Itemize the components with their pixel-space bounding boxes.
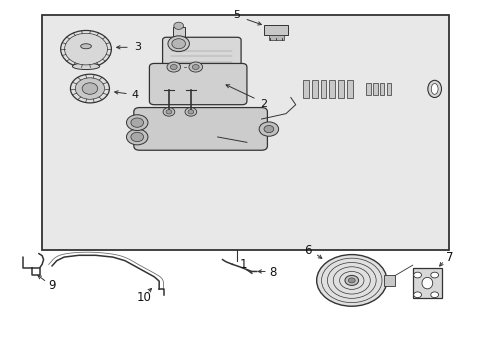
Text: 7: 7 [445,251,452,264]
Ellipse shape [72,63,100,69]
Text: 5: 5 [233,10,240,20]
Circle shape [413,272,421,278]
Bar [337,80,343,98]
Circle shape [430,272,438,278]
Circle shape [264,126,273,133]
Circle shape [188,62,202,72]
FancyBboxPatch shape [162,37,241,70]
Ellipse shape [421,277,432,289]
Text: 4: 4 [131,90,139,100]
Circle shape [64,33,107,65]
Bar [412,268,441,298]
Bar [329,80,334,98]
Circle shape [259,122,278,136]
Circle shape [173,22,183,30]
Text: 9: 9 [48,279,56,292]
Circle shape [165,110,171,114]
FancyBboxPatch shape [134,108,267,150]
Bar [303,80,308,98]
Bar [384,275,394,286]
Circle shape [316,255,386,306]
Circle shape [167,36,189,51]
Circle shape [430,292,438,298]
Text: 10: 10 [137,291,152,304]
Ellipse shape [81,44,91,49]
Circle shape [131,118,143,127]
Bar [311,80,317,98]
Circle shape [126,115,148,131]
Text: 2: 2 [260,99,267,109]
Bar [172,27,184,41]
Circle shape [171,39,185,49]
Bar [320,80,326,98]
Bar [379,83,384,95]
Circle shape [347,278,354,283]
Circle shape [187,110,193,114]
Circle shape [163,108,174,116]
Text: 8: 8 [268,266,276,279]
Bar [386,83,390,95]
Circle shape [184,108,196,116]
Ellipse shape [430,84,437,94]
Text: 3: 3 [133,42,141,52]
Bar [42,15,448,250]
Circle shape [131,132,143,141]
Text: 6: 6 [304,244,311,257]
Circle shape [166,62,180,72]
Circle shape [344,275,358,285]
Circle shape [126,129,148,145]
Bar [366,83,370,95]
Bar [372,83,377,95]
Text: 1: 1 [239,258,246,271]
Ellipse shape [427,80,441,98]
Bar [346,80,352,98]
Bar [268,35,283,40]
Circle shape [70,74,109,103]
Circle shape [413,292,421,298]
Circle shape [192,64,199,69]
Bar [264,25,288,35]
FancyBboxPatch shape [149,63,246,105]
Circle shape [61,31,111,68]
Circle shape [82,83,98,94]
Circle shape [75,78,104,99]
Circle shape [170,64,177,69]
